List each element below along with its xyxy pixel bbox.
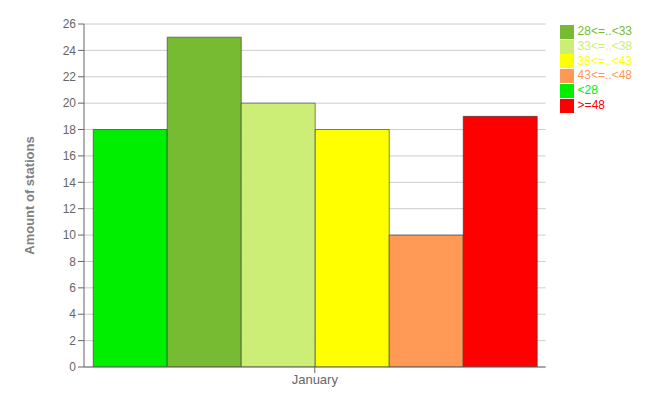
svg-text:2: 2	[69, 334, 76, 348]
html-text:>=48: >=48	[577, 98, 605, 113]
svg-text:Amount of stations: Amount of stations	[22, 136, 37, 254]
html-text:43<=..<48: 43<=..<48	[577, 68, 632, 83]
svg-text:16: 16	[63, 149, 77, 163]
html-text:<28: <28	[577, 83, 598, 98]
svg-text:4: 4	[69, 307, 76, 321]
svg-text:0: 0	[69, 360, 76, 374]
html-text:28<=..<33: 28<=..<33	[577, 24, 632, 38]
html-text:33<=..<38: 33<=..<38	[577, 38, 632, 53]
svg-text:20: 20	[63, 96, 77, 110]
svg-text:8: 8	[69, 255, 76, 269]
svg-text:26: 26	[63, 17, 77, 31]
svg-text:10: 10	[63, 228, 77, 242]
svg-text:12: 12	[63, 202, 77, 216]
html-text:38<=..<43: 38<=..<43	[577, 53, 632, 68]
svg-text:January: January	[292, 372, 339, 387]
svg-text:24: 24	[63, 44, 77, 58]
svg-text:6: 6	[69, 281, 76, 295]
svg-text:22: 22	[63, 70, 77, 84]
svg-text:18: 18	[63, 123, 77, 137]
svg-text:14: 14	[63, 176, 77, 190]
